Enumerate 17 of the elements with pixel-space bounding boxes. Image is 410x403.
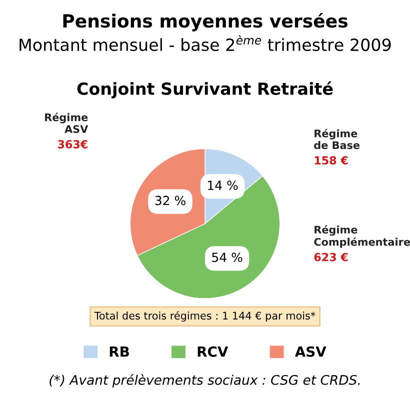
data-label: 14 % (208, 180, 238, 190)
text: (*) Avant prélèvements sociaux : CSG et CRDS. (50, 374, 360, 388)
chart-subtitle: Montant mensuel - base 2$^{ème}$ trimestre 2009 (20, 35, 391, 52)
text: Régime ASV (45, 112, 88, 133)
legend-label: RCV (198, 346, 228, 357)
legend-label: ASV (294, 346, 326, 357)
text: Régime Complémentaire (314, 225, 410, 248)
text: Conjoint Survivant Retraité (77, 81, 333, 98)
legend-label: RB (110, 346, 129, 357)
text: 158 € (314, 156, 348, 165)
chart-title: Pensions moyennes versées (63, 12, 348, 32)
text: Régime de Base (314, 128, 360, 150)
data-label: 32 % (155, 196, 186, 206)
data-label: 54 % (212, 252, 242, 262)
text: Total des trois régimes : 1 144 € par mois* (94, 311, 316, 322)
text: 363€ (58, 140, 88, 148)
text: 623 € (314, 252, 348, 262)
